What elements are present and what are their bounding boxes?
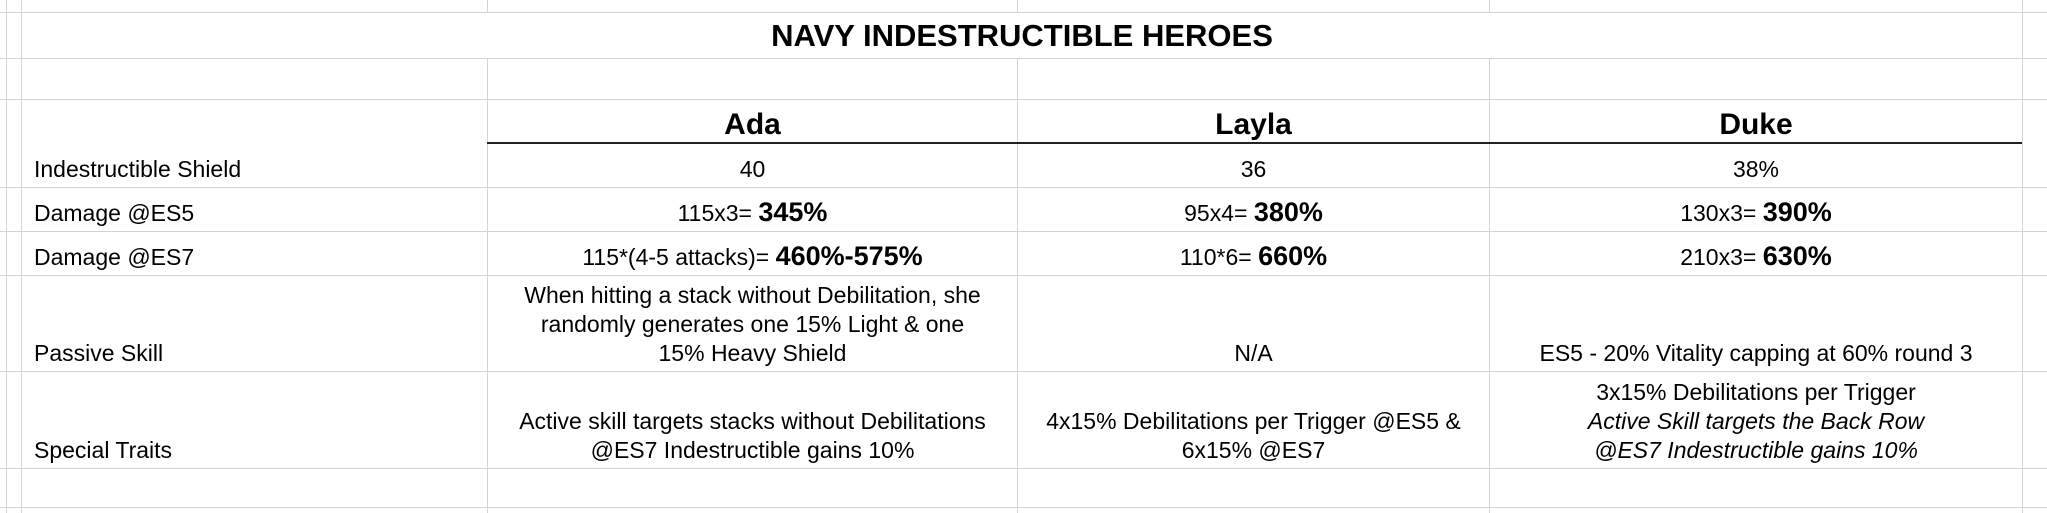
cell-layla-damage-es5[interactable]: 95x4= 380% [1018,188,1489,231]
row-label-special-traits[interactable]: Special Traits [34,437,173,463]
text-line-italic: Active Skill targets the Back Row [1587,408,1925,434]
cell-duke-passive[interactable]: ES5 - 20% Vitality capping at 60% round … [1490,276,2022,371]
text-line: 15% Heavy Shield [658,340,847,366]
formula-text: 115*(4-5 attacks)= [582,244,776,270]
cell-ada-shield[interactable]: 40 [739,156,766,182]
damage-total: 630% [1762,241,1832,271]
cell-duke-damage-es7[interactable]: 210x3= 630% [1490,232,2022,275]
gridline [0,231,2047,232]
cell-duke-traits[interactable]: 3x15% Debilitations per Trigger Active S… [1490,372,2022,468]
cell-ada-damage-es7[interactable]: 115*(4-5 attacks)= 460%-575% [488,232,1017,275]
text-line: 4x15% Debilitations per Trigger @ES5 & [1046,408,1461,434]
damage-total: 460%-575% [775,241,923,271]
cell-ada-damage-es5[interactable]: 115x3= 345% [488,188,1017,231]
formula-text: 130x3= [1680,200,1763,226]
cell-duke-shield[interactable]: 38% [1732,156,1780,182]
text-line: N/A [1234,340,1273,366]
gridline [0,507,2047,508]
gridline [0,187,2047,188]
damage-total: 390% [1762,197,1832,227]
gridline [0,275,2047,276]
cell-layla-damage-es7[interactable]: 110*6= 660% [1018,232,1489,275]
row-label-damage-es5[interactable]: Damage @ES5 [34,200,195,226]
gridline [0,468,2047,469]
text-line: @ES7 Indestructible gains 10% [590,437,915,463]
cell-layla-passive[interactable]: N/A [1018,276,1489,371]
damage-total: 660% [1258,241,1328,271]
damage-total: 380% [1253,197,1323,227]
gridline [0,58,2047,59]
gridline [0,371,2047,372]
cell-layla-traits[interactable]: 4x15% Debilitations per Trigger @ES5 & 6… [1018,372,1489,468]
text-line: Active skill targets stacks without Debi… [519,408,986,434]
gridline [1017,0,1018,513]
text-line: randomly generates one 15% Light & one [540,311,965,337]
cell-duke-damage-es5[interactable]: 130x3= 390% [1490,188,2022,231]
gridline [6,0,7,513]
sheet-title[interactable]: NAVY INDESTRUCTIBLE HEROES [22,13,2022,58]
text-line: ES5 - 20% Vitality capping at 60% round … [1539,340,1973,366]
column-header-duke[interactable]: Duke [1719,108,1793,141]
gridline [2022,0,2023,513]
row-label-damage-es7[interactable]: Damage @ES7 [34,244,195,270]
gridline [0,12,2047,13]
damage-total: 345% [758,197,828,227]
gridline [21,0,22,513]
cell-ada-traits[interactable]: Active skill targets stacks without Debi… [488,372,1017,468]
text-line: When hitting a stack without Debilitatio… [524,282,981,308]
formula-text: 210x3= [1680,244,1763,270]
header-underline [487,142,2022,144]
formula-text: 95x4= [1184,200,1254,226]
gridline [1489,0,1490,513]
text-line-italic: @ES7 Indestructible gains 10% [1594,437,1918,463]
gridline [487,0,488,513]
row-label-passive-skill[interactable]: Passive Skill [34,340,164,366]
cell-layla-shield[interactable]: 36 [1240,156,1267,182]
row-label-indestructible-shield[interactable]: Indestructible Shield [34,156,242,182]
cell-ada-passive[interactable]: When hitting a stack without Debilitatio… [488,276,1017,371]
formula-text: 110*6= [1179,244,1259,270]
text-line: 6x15% @ES7 [1181,437,1326,463]
formula-text: 115x3= [677,200,759,226]
text-line: 3x15% Debilitations per Trigger [1596,379,1916,405]
gridline [0,99,2047,100]
column-header-ada[interactable]: Ada [724,108,781,141]
column-header-layla[interactable]: Layla [1215,108,1292,141]
